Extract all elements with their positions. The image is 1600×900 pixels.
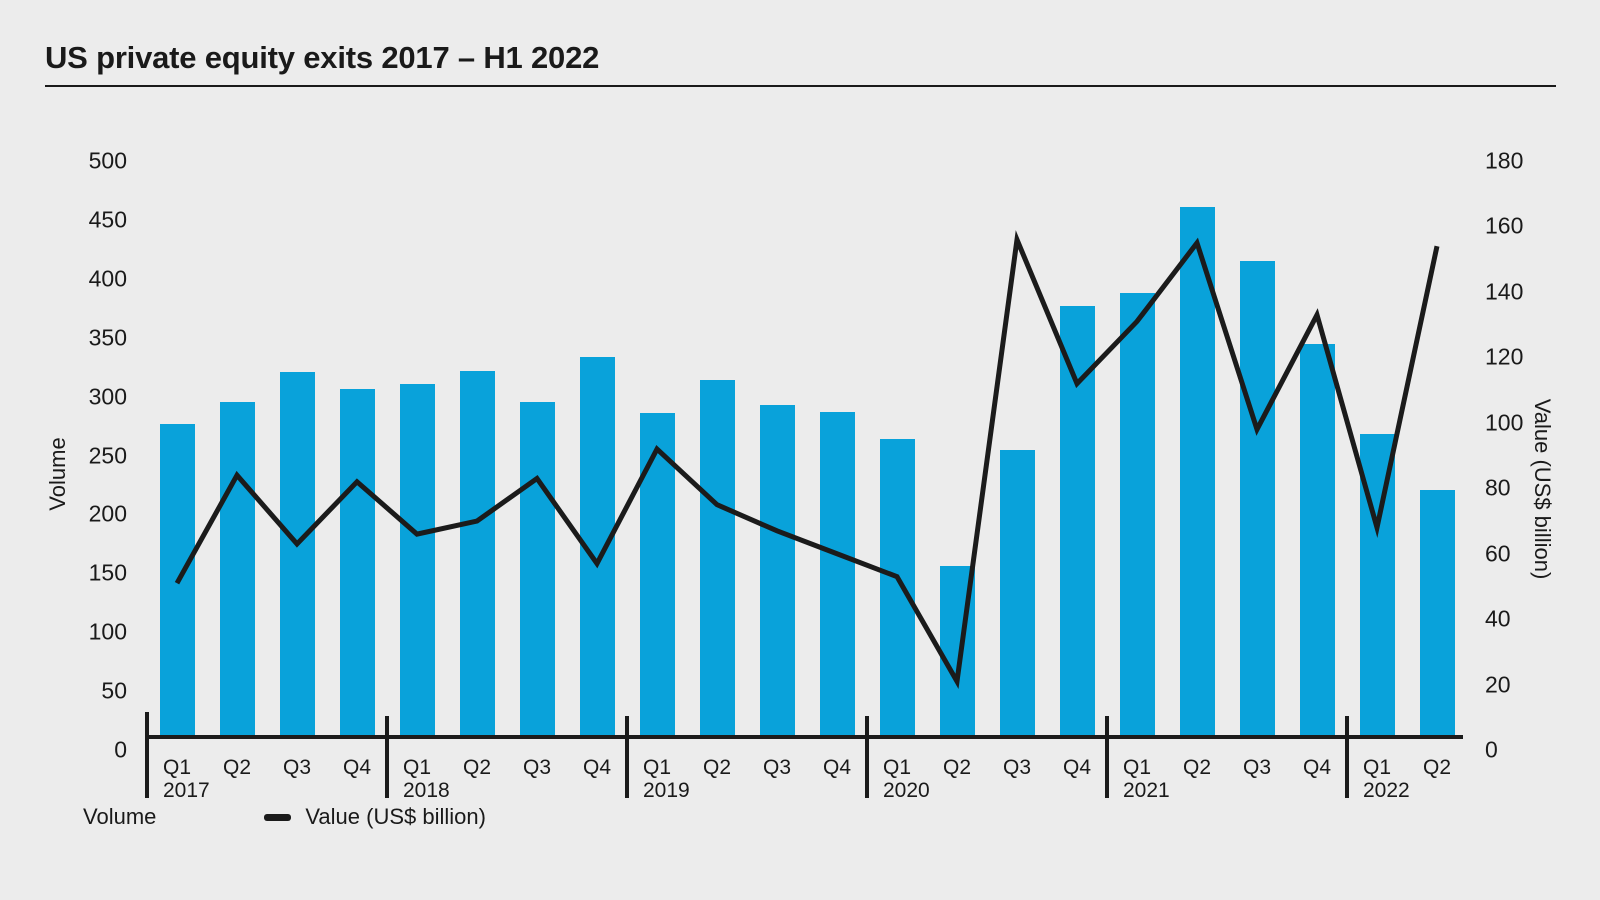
bar-q4-2019: [819, 411, 855, 737]
bar-q3-2020: [999, 449, 1035, 737]
left-tick-0: 0: [114, 736, 127, 763]
year-label-2019: 2019: [643, 779, 690, 802]
year-label-2017: 2017: [163, 779, 210, 802]
right-tick-180: 180: [1485, 147, 1524, 174]
bar-q1-2020: [879, 438, 915, 737]
bar-q3-2017: [279, 371, 315, 737]
left-tick-100: 100: [88, 618, 127, 645]
quarter-label-q1-2017: Q1: [162, 756, 191, 779]
chart-title: US private equity exits 2017 – H1 2022: [45, 40, 600, 75]
right-tick-40: 40: [1485, 605, 1511, 632]
right-tick-140: 140: [1485, 278, 1524, 305]
quarter-label-q3-2020: Q3: [1002, 756, 1031, 779]
left-tick-500: 500: [88, 147, 127, 174]
right-tick-60: 60: [1485, 540, 1511, 567]
right-tick-100: 100: [1485, 409, 1524, 436]
quarter-label-q4-2019: Q4: [822, 756, 851, 779]
legend: Volume Value (US$ billion): [48, 804, 486, 830]
separator-2020: [865, 716, 869, 798]
quarter-label-q2-2018: Q2: [462, 756, 491, 779]
quarter-label-q1-2018: Q1: [402, 756, 431, 779]
separator-2022: [1345, 716, 1349, 798]
left-tick-350: 350: [88, 324, 127, 351]
bar-q3-2019: [759, 404, 795, 737]
left-axis-title: Volume: [45, 437, 70, 511]
quarter-label-q2-2021: Q2: [1182, 756, 1211, 779]
bar-q1-2021: [1119, 292, 1155, 737]
bar-q4-2021: [1299, 343, 1335, 737]
left-tick-400: 400: [88, 265, 127, 292]
quarter-label-q4-2017: Q4: [342, 756, 371, 779]
right-tick-20: 20: [1485, 671, 1511, 698]
left-tick-150: 150: [88, 559, 127, 586]
quarter-label-q1-2020: Q1: [882, 756, 911, 779]
value-legend-label: Value (US$ billion): [305, 804, 486, 829]
quarter-label-q1-2022: Q1: [1362, 756, 1391, 779]
volume-legend-label: Volume: [83, 804, 157, 829]
bar-q1-2018: [399, 383, 435, 737]
title-rule: [45, 85, 1556, 87]
quarter-label-q3-2019: Q3: [762, 756, 791, 779]
x-axis-line: [147, 735, 1463, 739]
volume-legend-swatch-icon: [48, 807, 69, 828]
left-tick-200: 200: [88, 500, 127, 527]
bar-q4-2017: [339, 389, 375, 737]
value-line-series: [174, 230, 1440, 689]
bar-q3-2018: [519, 402, 555, 737]
quarter-label-q1-2019: Q1: [642, 756, 671, 779]
quarter-label-q4-2021: Q4: [1302, 756, 1331, 779]
right-tick-120: 120: [1485, 343, 1524, 370]
value-line: [174, 230, 1440, 689]
right-axis-title: Value (US$ billion): [1530, 398, 1555, 580]
quarter-label-q1-2021: Q1: [1122, 756, 1151, 779]
left-tick-450: 450: [88, 206, 127, 233]
year-label-2022: 2022: [1363, 779, 1410, 802]
quarter-label-q2-2020: Q2: [942, 756, 971, 779]
right-tick-80: 80: [1485, 474, 1511, 501]
quarter-label-q3-2021: Q3: [1242, 756, 1271, 779]
right-tick-160: 160: [1485, 212, 1524, 239]
left-tick-50: 50: [101, 677, 127, 704]
bar-q2-2021: [1179, 206, 1215, 737]
quarter-label-q2-2022: Q2: [1422, 756, 1451, 779]
bar-q2-2018: [459, 370, 495, 737]
year-label-2020: 2020: [883, 779, 930, 802]
year-label-2021: 2021: [1123, 779, 1170, 802]
bar-q2-2017: [219, 402, 255, 737]
bar-q2-2022: [1419, 489, 1455, 737]
value-legend-line-icon: [264, 813, 292, 821]
quarter-label-q2-2019: Q2: [702, 756, 731, 779]
left-tick-250: 250: [88, 442, 127, 468]
quarter-label-q4-2018: Q4: [582, 756, 611, 779]
quarter-label-q4-2020: Q4: [1062, 756, 1091, 779]
separator-2019: [625, 716, 629, 798]
left-tick-300: 300: [88, 383, 127, 410]
right-tick-0: 0: [1485, 736, 1498, 763]
bar-q3-2021: [1239, 261, 1275, 737]
bar-q2-2019: [699, 380, 735, 737]
separator-2018: [385, 716, 389, 798]
year-label-2018: 2018: [403, 779, 450, 802]
quarter-label-q3-2017: Q3: [282, 756, 311, 779]
separator-2021: [1105, 716, 1109, 798]
separator-2017: [145, 712, 149, 798]
quarter-label-q3-2018: Q3: [522, 756, 551, 779]
quarter-label-q2-2017: Q2: [222, 756, 251, 779]
